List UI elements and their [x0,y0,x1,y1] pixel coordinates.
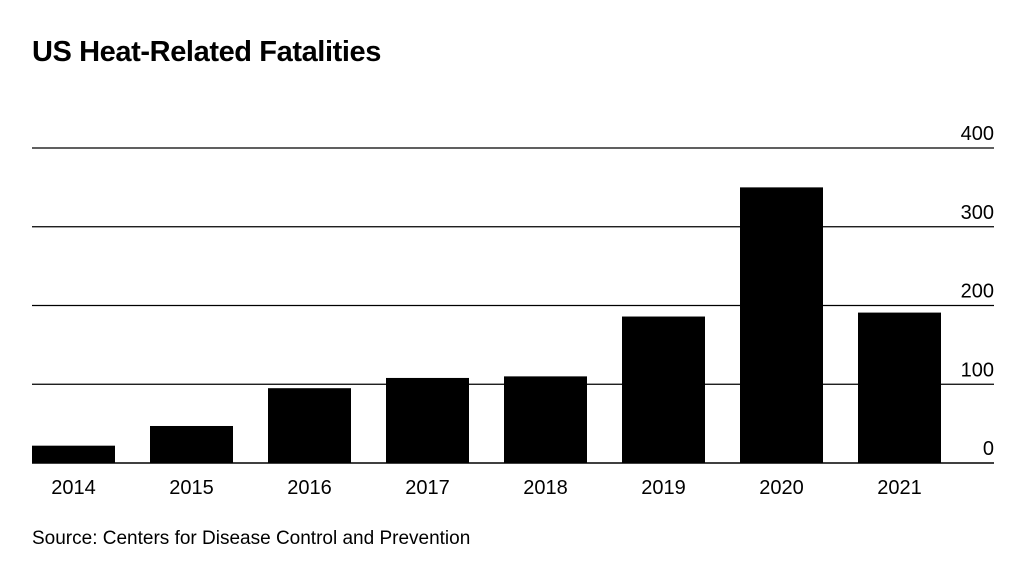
x-tick-label: 2019 [641,477,686,499]
x-tick-label: 2015 [169,477,214,499]
bar-2015 [150,425,233,463]
bar-2017 [386,377,469,463]
x-axis-tick-labels: 2014 2015 2016 2017 2018 2019 2020 2021 [51,477,922,499]
x-tick-label: 2018 [523,477,568,499]
x-tick-label: 2014 [51,477,96,499]
chart-title: US Heat-Related Fatalities [32,36,381,68]
bar-2020 [740,187,823,463]
y-tick-label: 0 [983,438,994,460]
bar-2016 [268,388,351,463]
y-tick-label: 100 [961,359,994,381]
bar-2021 [858,312,941,463]
y-axis-tick-labels: 0 100 200 300 400 [961,123,994,460]
bars [32,187,941,463]
x-tick-label: 2021 [877,477,922,499]
chart-source: Source: Centers for Disease Control and … [32,528,471,549]
y-tick-label: 400 [961,123,994,145]
x-tick-label: 2020 [759,477,804,499]
y-tick-label: 300 [961,202,994,224]
x-tick-label: 2017 [405,477,450,499]
x-tick-label: 2016 [287,477,332,499]
y-tick-label: 200 [961,281,994,303]
bar-2018 [504,376,587,463]
bar-2014 [32,445,115,463]
bar-2019 [622,316,705,463]
